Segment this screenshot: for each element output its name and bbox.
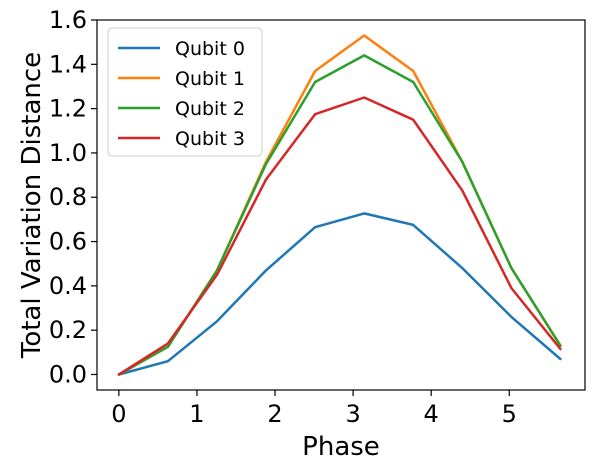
x-tick-label: 0 <box>111 400 126 428</box>
legend-entry-label: Qubit 0 <box>175 38 245 60</box>
y-tick-label: 0.2 <box>49 316 87 344</box>
x-tick-label: 4 <box>424 400 439 428</box>
legend-entry-label: Qubit 2 <box>175 98 245 120</box>
plot-frame <box>96 19 586 391</box>
series-line-qubit-3 <box>117 96 562 376</box>
x-tick-label: 1 <box>189 400 204 428</box>
x-tick-label: 3 <box>345 400 360 428</box>
y-tick-label: 1.6 <box>49 6 87 34</box>
series-line-qubit-0 <box>117 212 562 376</box>
y-tick-label: 1.0 <box>49 139 87 167</box>
x-tick-label: 5 <box>502 400 517 428</box>
x-axis: 0 1 2 3 4 5 <box>111 390 517 428</box>
legend-entry-label: Qubit 1 <box>175 68 245 90</box>
legend: Qubit 0 Qubit 1 Qubit 2 Qubit 3 <box>107 27 263 157</box>
x-axis-label: Phase <box>302 432 380 462</box>
y-axis-label: Total Variation Distance <box>17 52 47 359</box>
y-tick-label: 1.2 <box>49 95 87 123</box>
y-tick-label: 1.4 <box>49 50 87 78</box>
y-tick-label: 0.6 <box>49 228 87 256</box>
series-lines <box>117 34 562 376</box>
legend-entry-label: Qubit 3 <box>175 128 245 150</box>
y-tick-label: 0.0 <box>49 360 87 388</box>
y-axis: 0.0 0.2 0.4 0.6 0.8 1.0 1.2 1.4 1.6 <box>49 6 97 388</box>
y-tick-label: 0.8 <box>49 183 87 211</box>
y-tick-label: 0.4 <box>49 272 87 300</box>
x-tick-label: 2 <box>267 400 282 428</box>
legend-box <box>107 27 263 157</box>
